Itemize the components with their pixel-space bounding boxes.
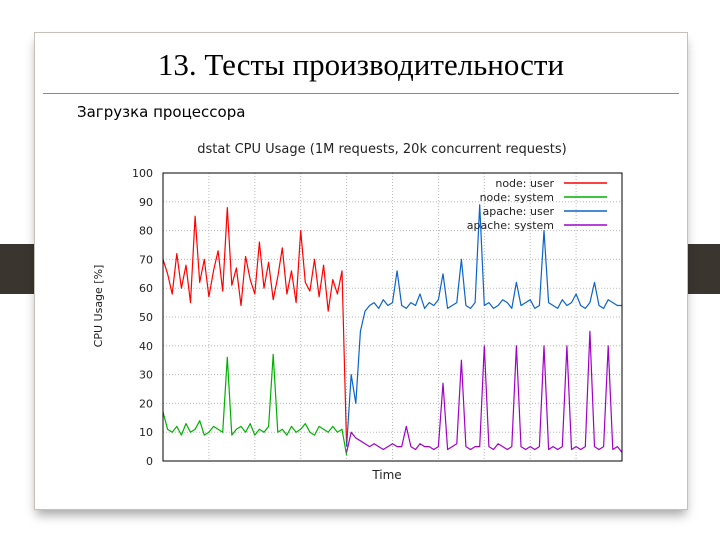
legend-label-4: apache: system (467, 219, 554, 232)
series-line-1 (162, 207, 348, 447)
y-tick-label: 100 (132, 167, 153, 180)
series-line-4 (346, 330, 623, 453)
slide-subtitle: Загрузка процессора (77, 103, 246, 121)
chart-container: dstat CPU Usage (1M requests, 20k concur… (72, 131, 644, 489)
y-tick-label: 40 (139, 340, 153, 353)
legend-label-2: node: system (480, 191, 554, 204)
y-tick-label: 50 (139, 311, 153, 324)
slide-title: 13. Тесты производительности (157, 47, 565, 82)
y-tick-label: 90 (139, 196, 153, 209)
legend-label-3: apache: user (483, 205, 555, 218)
y-tick-label: 70 (139, 253, 153, 266)
slide: 13. Тесты производительности Загрузка пр… (34, 32, 688, 510)
series-line-3 (346, 204, 622, 447)
y-tick-label: 20 (139, 397, 153, 410)
series-line-2 (162, 353, 348, 456)
legend-label-1: node: user (495, 177, 554, 190)
cpu-usage-chart: dstat CPU Usage (1M requests, 20k concur… (72, 131, 644, 489)
y-tick-label: 60 (139, 282, 153, 295)
y-tick-label: 80 (139, 225, 153, 238)
y-tick-label: 10 (139, 426, 153, 439)
chart-title: dstat CPU Usage (1M requests, 20k concur… (197, 142, 567, 157)
title-rule (43, 93, 679, 94)
plot-frame (162, 172, 623, 462)
x-axis-label: Time (371, 468, 401, 482)
y-tick-label: 30 (139, 369, 153, 382)
y-tick-label: 0 (146, 455, 153, 468)
y-axis-label: CPU Usage [%] (92, 265, 105, 348)
chart-background (72, 131, 644, 489)
